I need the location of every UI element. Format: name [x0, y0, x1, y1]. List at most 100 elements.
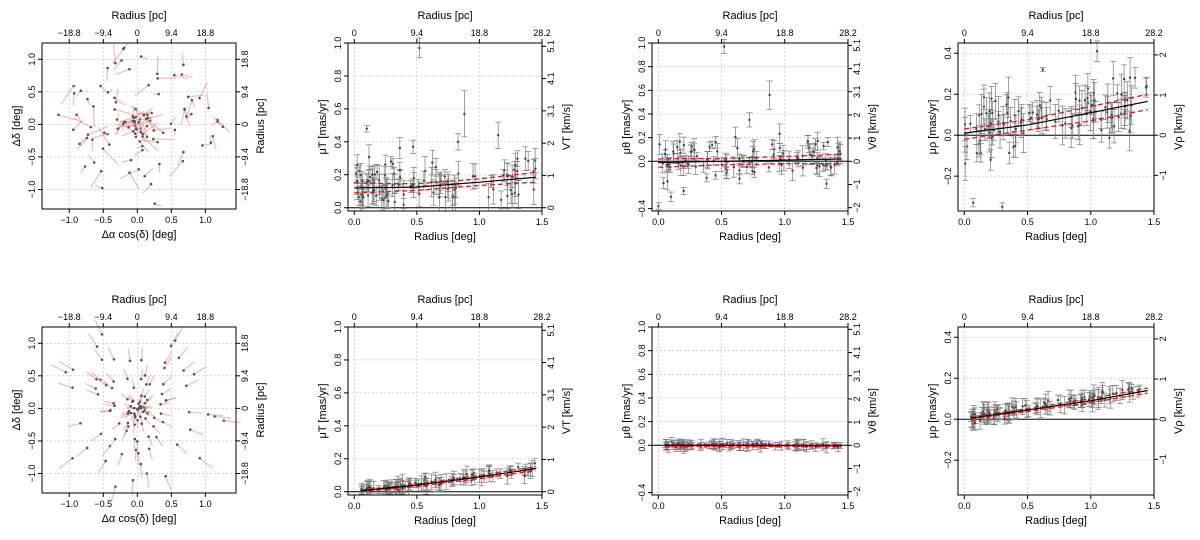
vector-arrow: [223, 419, 241, 424]
vector-point: [131, 119, 135, 123]
vector-arrow: [149, 375, 155, 385]
data-point-outlier: [411, 145, 415, 148]
vector-arrow: [123, 368, 129, 379]
vector-point: [99, 84, 102, 88]
top-tick-label: 28.2: [1145, 28, 1163, 38]
vector-point: [188, 428, 192, 431]
vector-arrow: [199, 457, 213, 469]
confidence-upper-line: [658, 153, 842, 160]
vector-arrow: [123, 426, 129, 435]
data-point: [671, 150, 675, 153]
top-axis-label: Radius [pc]: [1028, 294, 1083, 306]
top-tick-label: 0: [135, 28, 140, 38]
data-point: [1031, 111, 1034, 114]
data-point: [998, 130, 1002, 134]
vector-point: [147, 435, 150, 438]
vector-arrow: [90, 170, 102, 188]
x-tick-label: 1.0: [473, 501, 486, 511]
fit-line: [360, 468, 536, 492]
vector-arrow: [59, 457, 73, 469]
vector-point: [127, 409, 131, 413]
x-axis-label: Radius [deg]: [1025, 515, 1087, 527]
top-axis-label: Radius [pc]: [417, 10, 472, 22]
vector-point: [143, 374, 147, 377]
vector-point: [83, 165, 87, 168]
vector-arrow: [177, 151, 184, 166]
vector-point: [144, 417, 147, 420]
vector-arrow: [144, 389, 150, 397]
vector-arrow: [117, 453, 123, 466]
data-point: [359, 173, 363, 177]
vector-point: [85, 446, 89, 450]
data-point: [989, 158, 992, 161]
y-tick-label: 0.2: [943, 88, 953, 101]
data-point: [357, 196, 361, 199]
data-point: [359, 200, 362, 203]
vector-point: [141, 135, 144, 138]
data-point: [1093, 394, 1096, 397]
vector-arrow: [208, 413, 224, 417]
vector-point: [75, 113, 78, 117]
vector-arrow: [165, 397, 177, 401]
top-tick-label: 0: [352, 312, 357, 322]
data-point: [457, 172, 460, 175]
top-tick-label: 0: [656, 312, 661, 322]
data-point: [1093, 99, 1096, 102]
right-tick-label: 0: [546, 205, 556, 210]
data-point: [524, 157, 527, 160]
vector-point: [113, 404, 116, 408]
x-axis-label: Radius [deg]: [1025, 231, 1087, 243]
vector-arrow: [107, 347, 115, 360]
vector-arrow: [93, 348, 103, 361]
vector-point: [133, 121, 136, 124]
data-point: [492, 188, 495, 191]
y-tick-label: 0.2: [333, 169, 343, 182]
y-tick-label: 0.0: [637, 439, 647, 452]
y-axis-label: Δδ [deg]: [11, 390, 23, 431]
right-tick-label: −1: [852, 179, 862, 189]
data-point: [1040, 116, 1044, 119]
data-point: [1086, 97, 1089, 100]
x-tick-label: 0.5: [165, 215, 178, 225]
vector-arrow: [129, 121, 139, 128]
x-tick-label: −1.0: [60, 215, 78, 225]
x-tick-label: 1.5: [536, 501, 549, 511]
confidence-upper-line: [964, 93, 1148, 130]
data-point: [836, 146, 839, 149]
right-tick-label: 4.1: [546, 72, 556, 85]
right-tick-label: 3.1: [546, 105, 556, 118]
vector-point: [91, 138, 94, 141]
vector-arrow: [146, 394, 155, 401]
vector-arrow: [144, 365, 148, 376]
data-point: [389, 160, 393, 163]
confidence-lower-line: [354, 181, 536, 194]
vector-point: [190, 112, 193, 116]
vector-arrow: [111, 48, 124, 64]
vector-point: [140, 394, 143, 398]
data-point: [1042, 401, 1046, 404]
top-tick-label: 18.8: [1082, 28, 1100, 38]
data-point: [444, 195, 447, 199]
vector-point: [106, 91, 110, 94]
data-point-outlier: [657, 205, 660, 208]
y-tick-label: 0.2: [637, 131, 647, 144]
y-tick-label: 1.0: [27, 337, 37, 350]
data-point-outlier: [768, 93, 771, 97]
y-tick-label: 0.4: [637, 392, 647, 405]
data-point: [523, 474, 526, 478]
right-tick-label: 3.1: [852, 369, 862, 382]
top-tick-label: 9.4: [411, 312, 424, 322]
right-axis-label: Radius [pc]: [255, 382, 267, 437]
vector-arrow: [156, 55, 159, 74]
x-tick-label: 1.5: [1148, 217, 1161, 227]
data-point: [509, 469, 512, 472]
vector-arrow: [86, 389, 99, 395]
vector-arrow: [145, 375, 151, 385]
y-tick-label: 0.6: [333, 103, 343, 116]
right-tick-label: −1: [1158, 454, 1168, 464]
right-tick-label: 18.8: [240, 335, 250, 353]
data-point: [1108, 136, 1111, 140]
vector-arrow: [146, 114, 164, 120]
data-point: [1078, 123, 1081, 127]
top-tick-label: 0: [135, 312, 140, 322]
